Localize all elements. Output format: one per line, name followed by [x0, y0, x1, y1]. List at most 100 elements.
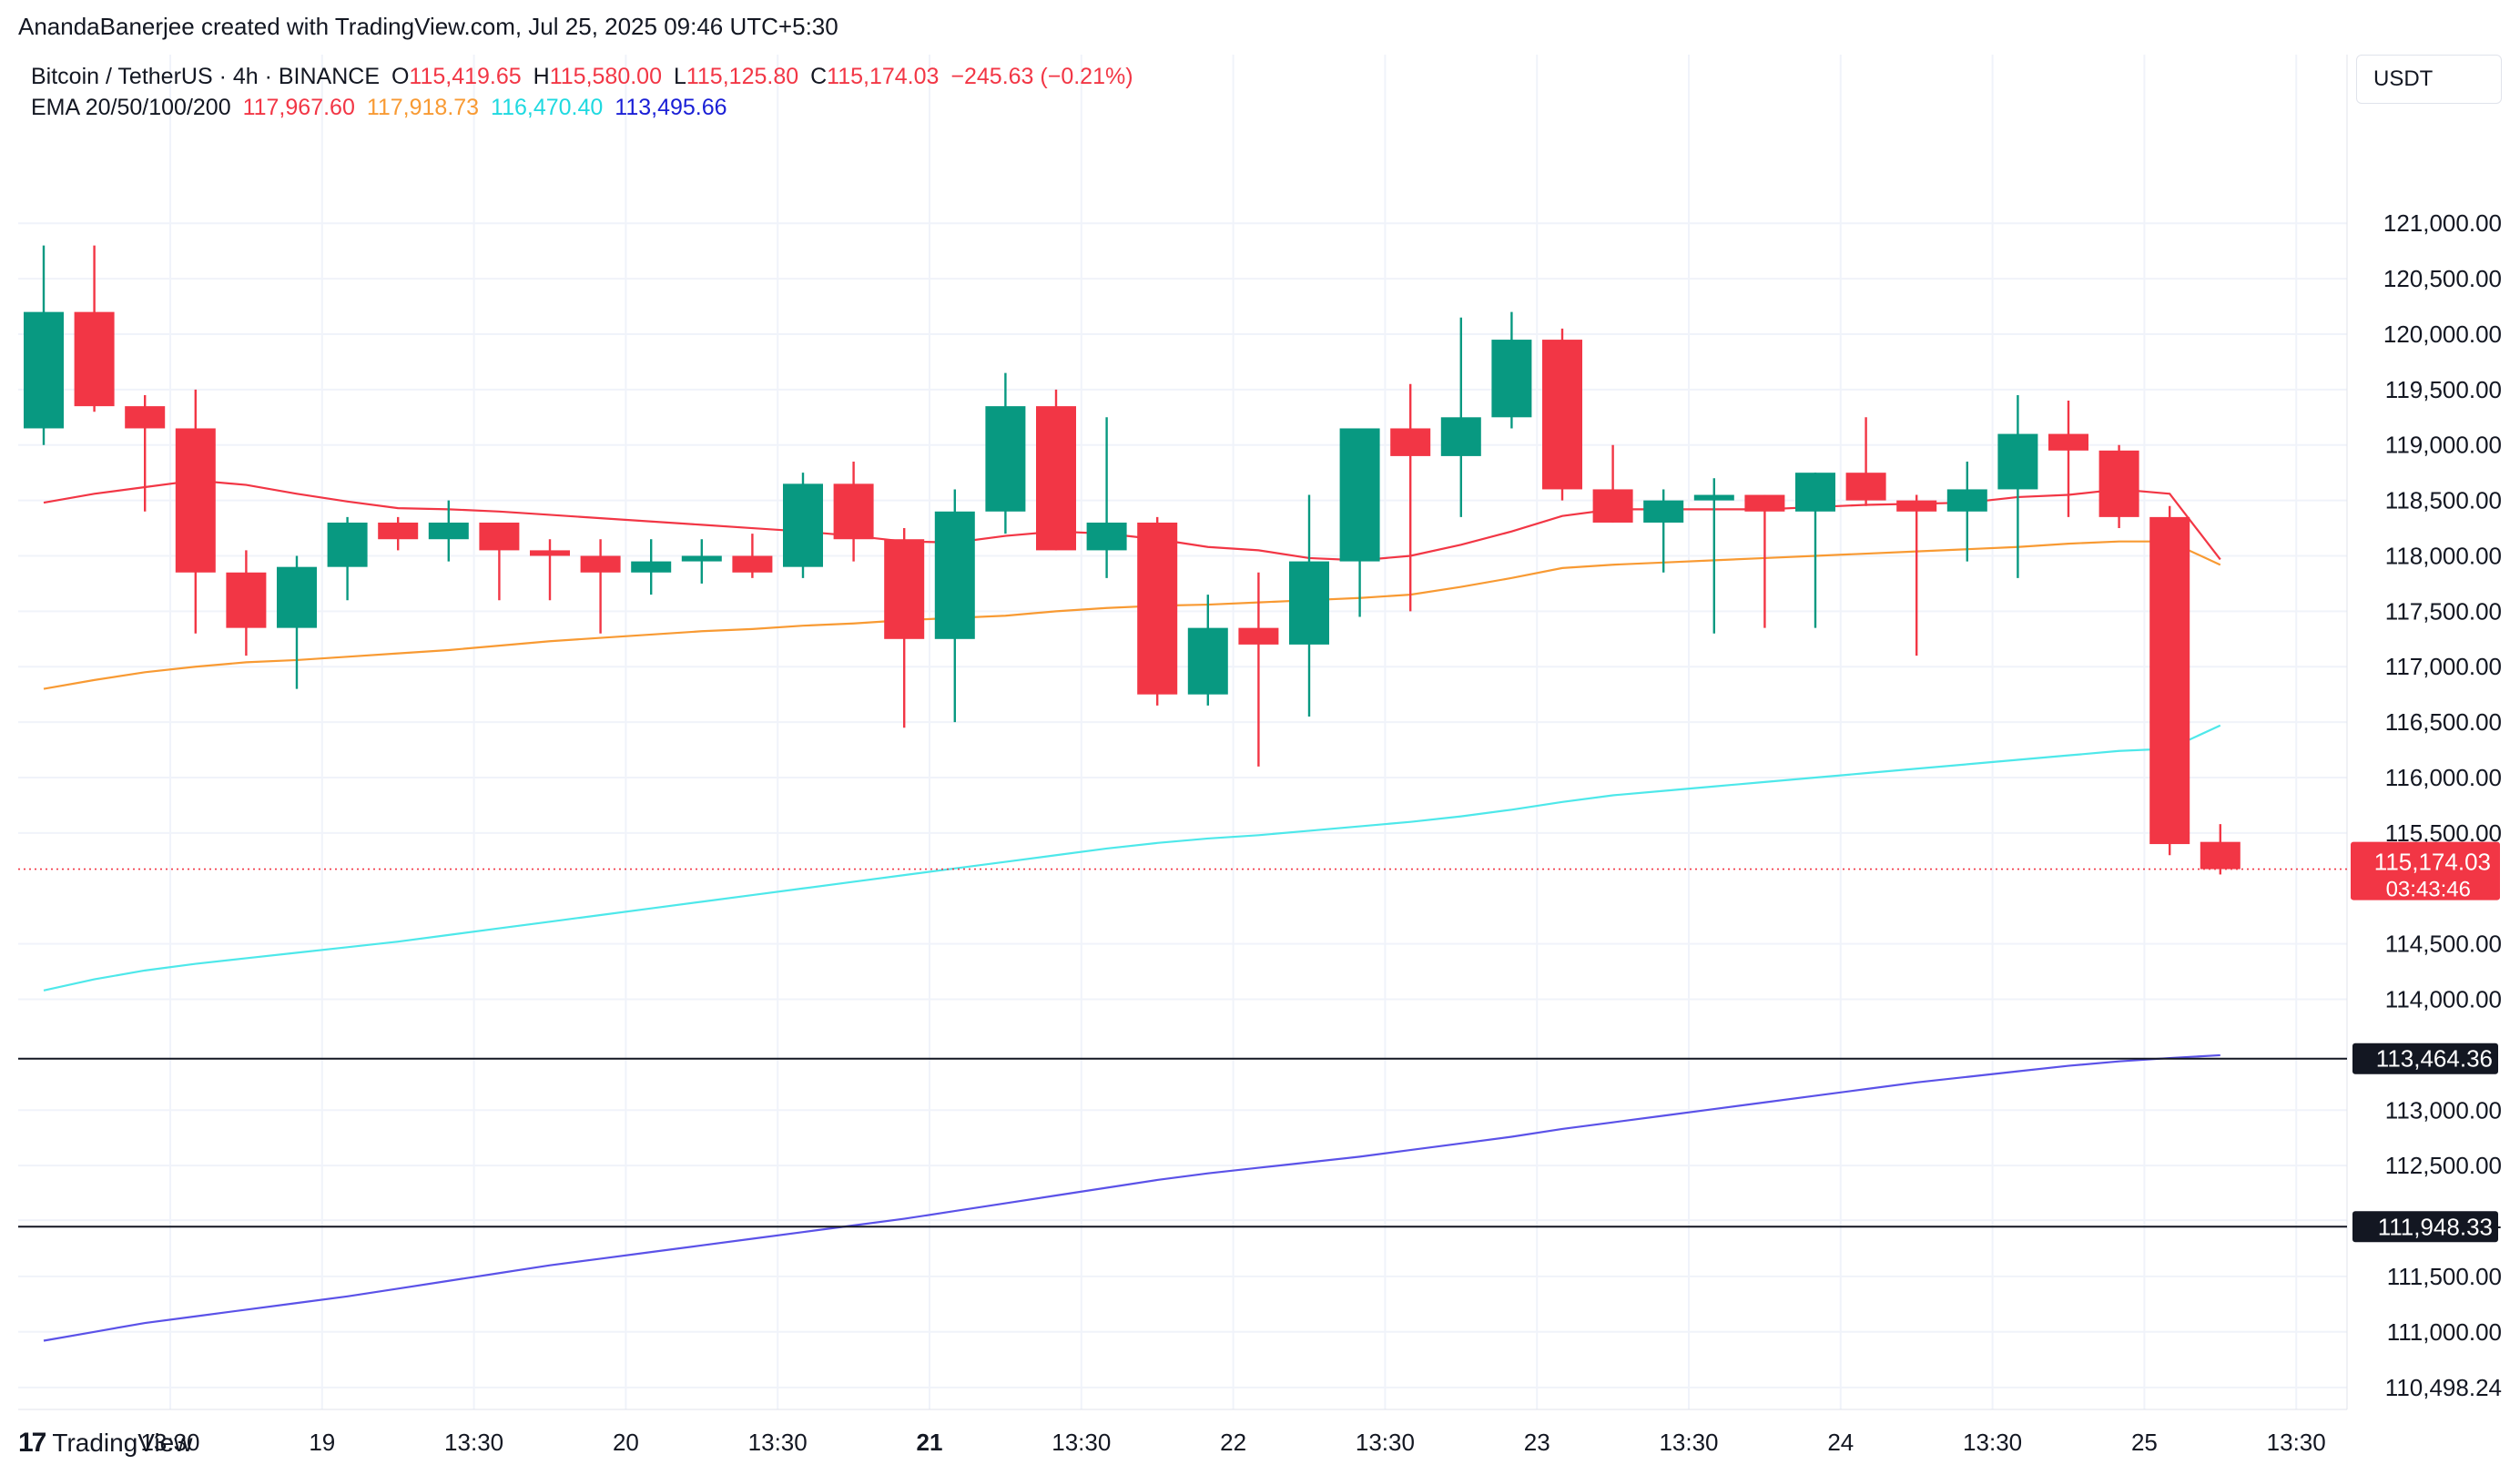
y-tick-label: 114,500.00 — [2385, 931, 2502, 958]
candle-body[interactable] — [833, 483, 874, 540]
candle-body[interactable] — [2149, 516, 2190, 845]
candle-body[interactable] — [1643, 500, 1684, 523]
y-tick-label: 116,000.00 — [2385, 764, 2502, 791]
candle-body[interactable] — [732, 555, 773, 573]
candle-body[interactable] — [1339, 428, 1380, 562]
y-tick-label: 111,500.00 — [2387, 1263, 2502, 1290]
ema50-value: 117,918.73 — [366, 95, 480, 120]
candle-body[interactable] — [2200, 841, 2241, 870]
candle-body[interactable] — [631, 561, 672, 573]
candle-body[interactable] — [1036, 406, 1076, 551]
candle-body[interactable] — [1693, 494, 1734, 501]
open-value: 115,419.65 — [409, 64, 522, 89]
candle-body[interactable] — [479, 522, 520, 551]
x-tick-label: 13:30 — [444, 1429, 503, 1456]
x-tick-label: 23 — [1524, 1429, 1550, 1456]
x-tick-label: 13:30 — [2267, 1429, 2326, 1456]
ema200-value: 113,495.66 — [615, 95, 727, 120]
candle-body[interactable] — [1744, 494, 1785, 512]
high-label: H — [533, 64, 550, 89]
x-tick-label: 13:30 — [1356, 1429, 1415, 1456]
tradingview-logo-icon: 17 — [18, 1428, 46, 1458]
candle-body[interactable] — [277, 566, 317, 628]
x-tick-label: 13:30 — [1052, 1429, 1111, 1456]
candle-body[interactable] — [1086, 522, 1127, 551]
bar-countdown-label: 03:43:46 — [2386, 878, 2471, 902]
close-value: 115,174.03 — [827, 64, 940, 89]
candle-body[interactable] — [1795, 473, 1835, 512]
candle-body[interactable] — [74, 311, 115, 407]
y-tick-label: 120,500.00 — [2383, 265, 2502, 292]
candle-body[interactable] — [378, 522, 419, 540]
y-tick-label: 112,500.00 — [2385, 1152, 2502, 1179]
support-price-badge — [2352, 1211, 2498, 1243]
ema200-line — [43, 1053, 2220, 1342]
symbol-legend: Bitcoin / TetherUS · 4h · BINANCE O115,4… — [31, 64, 1139, 90]
ema100-line — [43, 724, 2221, 992]
y-tick-label: 118,500.00 — [2385, 487, 2502, 514]
current-price-badge — [2351, 841, 2500, 900]
symbol-name[interactable]: Bitcoin / TetherUS · 4h · BINANCE — [31, 64, 381, 89]
candle-body[interactable] — [1542, 340, 1582, 490]
candle-body[interactable] — [125, 406, 166, 429]
x-tick-label: 22 — [1220, 1429, 1246, 1456]
y-tick-label: 121,000.00 — [2383, 209, 2502, 237]
candle-body[interactable] — [1946, 489, 1987, 512]
x-tick-label: 13:30 — [748, 1429, 808, 1456]
y-tick-label: 110,498.24 — [2385, 1374, 2502, 1401]
candle-body[interactable] — [1896, 500, 1937, 512]
candle-body[interactable] — [1491, 340, 1532, 418]
candle-body[interactable] — [934, 511, 975, 639]
support-price-label: 111,948.33 — [2378, 1213, 2493, 1240]
candle-body[interactable] — [580, 555, 621, 573]
x-tick-label: 21 — [917, 1429, 943, 1456]
candle-body[interactable] — [1390, 428, 1431, 456]
x-tick-label: 19 — [309, 1429, 335, 1456]
candle-body[interactable] — [783, 483, 823, 567]
current-price-label: 115,174.03 — [2374, 849, 2491, 876]
candle-body[interactable] — [2098, 450, 2139, 517]
candle-body[interactable] — [2048, 433, 2088, 451]
candle-body[interactable] — [24, 311, 64, 429]
candle-body[interactable] — [1592, 489, 1633, 523]
y-tick-label: 120,000.00 — [2383, 320, 2502, 348]
support-price-badge — [2352, 1043, 2498, 1074]
candle-body[interactable] — [1238, 627, 1279, 645]
close-label: C — [810, 64, 828, 89]
brand-name: TradingView — [52, 1429, 193, 1457]
candle-body[interactable] — [884, 539, 925, 639]
support-price-label: 113,464.36 — [2376, 1045, 2493, 1073]
currency-selector[interactable]: USDT — [2356, 55, 2502, 104]
low-value: 115,125.80 — [686, 64, 799, 89]
y-tick-label: 117,000.00 — [2385, 653, 2502, 680]
x-tick-label: 13:30 — [140, 1429, 199, 1456]
low-label: L — [673, 64, 686, 89]
candle-body[interactable] — [1137, 522, 1178, 695]
candle-body[interactable] — [1440, 417, 1481, 456]
tradingview-brand[interactable]: 17 TradingView — [18, 1428, 192, 1459]
x-tick-label: 25 — [2131, 1429, 2158, 1456]
x-tick-label: 13:30 — [1659, 1429, 1718, 1456]
x-tick-label: 20 — [613, 1429, 639, 1456]
candle-body[interactable] — [530, 550, 570, 556]
x-tick-label: 13:30 — [1963, 1429, 2022, 1456]
y-tick-label: 111,000.00 — [2387, 1318, 2502, 1346]
candle-body[interactable] — [1187, 627, 1228, 695]
y-tick-label: 119,000.00 — [2385, 432, 2502, 459]
y-tick-label: 118,000.00 — [2385, 542, 2502, 569]
candle-body[interactable] — [1289, 561, 1329, 645]
chart-credit: AnandaBanerjee created with TradingView.… — [18, 13, 838, 40]
candle-body[interactable] — [428, 522, 469, 540]
ema20-value: 117,967.60 — [242, 95, 355, 120]
y-tick-label: 116,500.00 — [2385, 708, 2502, 736]
candle-body[interactable] — [681, 555, 722, 562]
candle-body[interactable] — [1997, 433, 2038, 490]
candle-body[interactable] — [985, 406, 1026, 512]
candle-body[interactable] — [175, 428, 216, 573]
ema20-line — [43, 479, 2221, 562]
candle-body[interactable] — [226, 572, 267, 628]
candle-body[interactable] — [327, 522, 368, 567]
candle-body[interactable] — [1845, 473, 1886, 501]
ema-label[interactable]: EMA 20/50/100/200 — [31, 95, 231, 120]
